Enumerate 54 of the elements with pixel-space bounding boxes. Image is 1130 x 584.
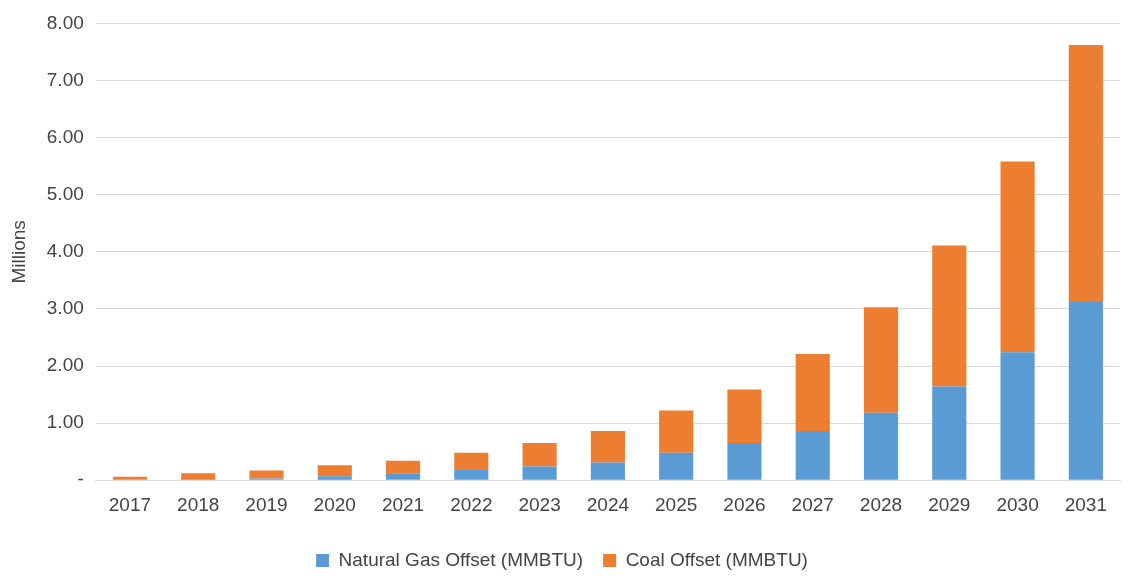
bar [863,307,899,413]
bar [590,462,625,480]
x-tick-label: 2028 [859,493,903,515]
x-tick-label: 2030 [996,493,1039,515]
y-tick-label: 6.00 [46,125,84,147]
bar [1000,352,1035,480]
x-tick-label: 2025 [655,493,698,515]
bar [727,389,762,444]
bar [932,245,967,387]
x-tick-label: 2026 [723,493,766,515]
x-tick-label: 2019 [245,493,288,515]
bar [522,466,557,480]
bar [659,452,694,480]
bar [863,412,899,480]
bar [932,386,967,480]
bar [795,354,830,432]
bar [590,431,625,463]
x-tick-label: 2029 [928,493,971,515]
bar [522,443,557,467]
y-tick-label: 1.00 [46,411,84,433]
bar [1068,45,1103,303]
y-tick-label: 8.00 [46,11,84,33]
y-tick-label: 5.00 [46,182,84,204]
y-tick-label: - [77,468,84,490]
bar [454,452,489,470]
x-tick-label: 2018 [177,493,220,515]
bar [1068,302,1103,480]
bar [795,431,830,480]
bar [112,476,147,480]
bar [454,469,489,480]
x-tick-label: 2023 [518,493,561,515]
x-tick-label: 2027 [791,493,834,515]
bar [385,460,421,474]
legend-label: Coal Offset (MMBTU) [625,548,808,570]
bar [727,443,762,480]
x-tick-label: 2022 [450,493,493,515]
x-tick-label: 2021 [381,493,425,515]
y-tick-label: 3.00 [46,297,84,319]
x-tick-label: 2024 [586,493,630,515]
bar [1000,161,1035,353]
x-tick-label: 2017 [108,493,152,515]
x-tick-label: 2020 [313,493,356,515]
bar [385,473,421,480]
x-tick-label: 2031 [1064,493,1107,515]
y-axis-title: Millions [7,220,29,284]
legend-label: Natural Gas Offset (MMBTU) [338,548,584,570]
y-tick-label: 2.00 [46,354,84,376]
bar [249,470,284,479]
bar [659,410,694,453]
y-tick-label: 7.00 [46,68,84,90]
bar [181,473,216,480]
bar [317,465,352,477]
y-tick-label: 4.00 [46,240,84,262]
bar [317,476,352,480]
